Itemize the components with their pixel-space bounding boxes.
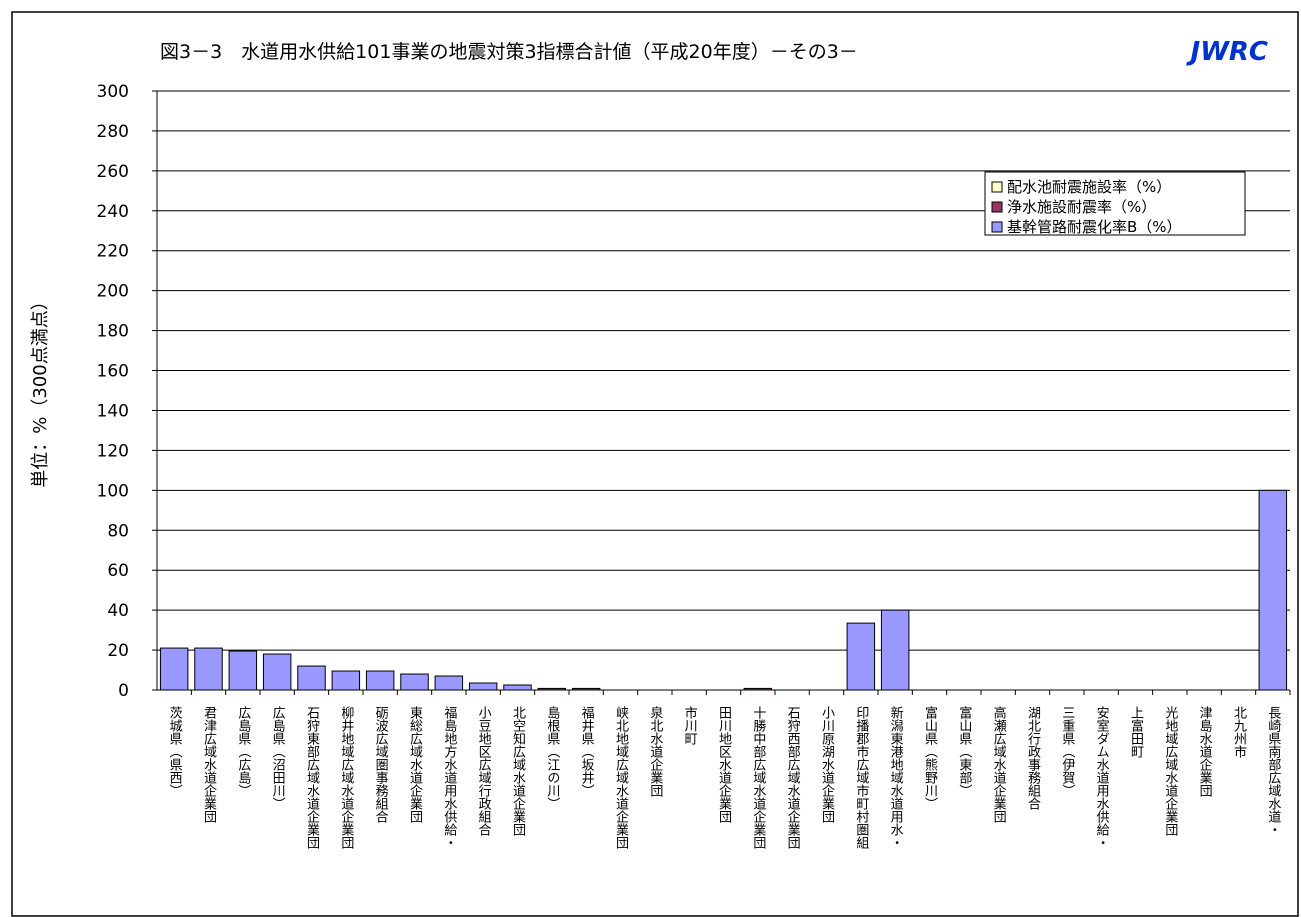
y-tick-label: 40 <box>107 601 129 621</box>
y-tick-label: 180 <box>97 322 129 342</box>
legend-box <box>984 171 1246 236</box>
bar-segment <box>468 682 498 691</box>
chart-title: 図3－3 水道用水供給101事業の地震対策3指標合計値（平成20年度）－その3－ <box>160 41 858 63</box>
legend-label: 基幹管路耐震化率B（%） <box>1007 218 1182 236</box>
x-tick-label: 十勝中部広域水道企業団 <box>750 706 766 850</box>
y-tick-label: 140 <box>97 401 129 421</box>
y-tick-label: 60 <box>107 561 129 581</box>
legend-label: 配水池耐震施設率（%） <box>1007 178 1171 196</box>
x-tick-label: 柳井地域広域水道企業団 <box>338 706 354 850</box>
bar-segment <box>228 650 258 691</box>
legend-label: 浄水施設耐震率（%） <box>1007 198 1156 216</box>
bar-segment <box>331 670 361 691</box>
bar-segment <box>194 647 223 691</box>
x-tick-label: 印播郡市広域市町村圏組 <box>853 706 869 849</box>
x-tick-label: 茨城県（県西） <box>167 706 183 797</box>
x-tick-label: 石狩東部広域水道企業団 <box>304 706 320 850</box>
bar-segment <box>262 653 292 691</box>
x-tick-label: 津島水道企業団 <box>1197 706 1213 798</box>
bar-segment <box>503 684 532 691</box>
y-tick-label: 120 <box>97 441 129 461</box>
x-tick-label: 富山県（熊野川） <box>922 705 938 810</box>
x-tick-label: 広島県（沼田川） <box>270 706 286 810</box>
x-tick-label: 小川原湖水道企業団 <box>819 706 835 824</box>
x-tick-label: 福島地方水道用水供給・ <box>441 706 457 849</box>
y-axis-title: 単位：%（300点満点） <box>30 292 51 487</box>
bar-segment <box>846 622 876 691</box>
y-tick-label: 220 <box>97 242 129 262</box>
x-tick-label: 島根県（江の川） <box>544 706 560 810</box>
bar-segment <box>434 675 464 691</box>
y-tick-label: 240 <box>97 202 129 222</box>
x-tick-label: 福井県（坂井） <box>579 706 595 797</box>
bar-segment <box>297 665 326 691</box>
y-tick-label: 0 <box>118 681 129 701</box>
x-tick-label: 高瀬広域水道企業団 <box>991 705 1007 824</box>
y-tick-label: 280 <box>97 122 129 142</box>
bar-segment <box>400 673 429 691</box>
x-tick-label: 新潟東港地域水道用水・ <box>888 705 904 849</box>
x-tick-label: 小豆地区広域行政組合 <box>476 706 492 836</box>
bar-segment <box>365 670 395 691</box>
x-tick-label: 東総広域水道企業団 <box>407 705 423 824</box>
y-tick-label: 300 <box>97 82 129 102</box>
x-tick-label: 市川町 <box>682 705 698 745</box>
bar-segment <box>1258 489 1288 691</box>
bar-segment <box>880 609 910 691</box>
x-tick-label: 湖北行政事務組合 <box>1025 706 1041 810</box>
x-tick-label: 北空知広域水道企業団 <box>510 706 526 837</box>
legend-swatch <box>991 201 1003 213</box>
y-tick-label: 100 <box>97 481 129 501</box>
x-tick-label: 君津広域水道企業団 <box>201 706 217 824</box>
y-tick-label: 200 <box>97 282 129 302</box>
x-tick-label: 峡北地域広域水道企業団 <box>613 706 629 850</box>
x-tick-label: 富山県（東部） <box>956 705 972 797</box>
x-tick-label: 砺波広域圏事務組合 <box>373 706 389 823</box>
x-tick-label: 田川地区水道企業団 <box>716 706 732 824</box>
logo: JWRC <box>1186 37 1268 67</box>
chart-frame <box>11 11 1299 917</box>
x-tick-label: 泉北水道企業団 <box>647 705 663 798</box>
x-tick-label: 光地域広域水道企業団 <box>1162 706 1178 837</box>
x-tick-label: 石狩西部広域水道企業団 <box>785 706 801 850</box>
y-tick-label: 260 <box>97 162 129 182</box>
legend-swatch <box>991 221 1003 233</box>
bar-segment <box>159 647 189 691</box>
x-tick-label: 長崎県南部広域水道・ <box>1265 706 1281 836</box>
y-tick-label: 80 <box>107 521 129 541</box>
x-tick-label: 上富田町 <box>1128 706 1144 758</box>
x-tick-label: 広島県（広島） <box>235 706 251 797</box>
x-tick-label: 安室ダム水道用水供給・ <box>1094 706 1110 849</box>
y-tick-label: 160 <box>97 362 129 382</box>
y-tick-label: 20 <box>107 641 129 661</box>
x-tick-label: 北九州市 <box>1231 706 1247 758</box>
legend-swatch <box>991 181 1003 193</box>
x-tick-label: 三重県（伊賀） <box>1059 706 1075 797</box>
